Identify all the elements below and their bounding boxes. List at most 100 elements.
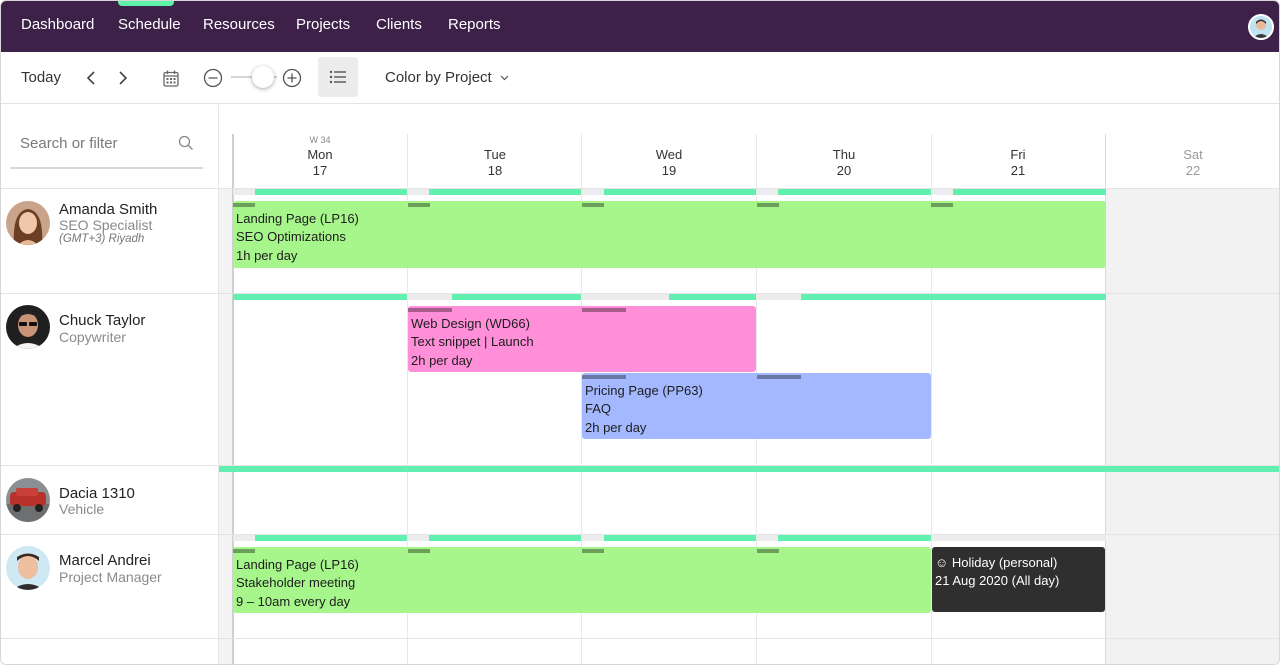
task-title: SEO Optimizations xyxy=(236,229,346,245)
row-divider xyxy=(219,534,1279,535)
active-tab-indicator xyxy=(118,1,174,6)
toolbar: Today Color by Project xyxy=(1,52,1279,104)
list-view-button[interactable] xyxy=(318,57,358,97)
nav-projects[interactable]: Projects xyxy=(296,16,351,33)
capacity-bar xyxy=(801,294,1106,300)
day-marker xyxy=(757,203,779,207)
capacity-bar xyxy=(778,535,931,541)
task-project: Landing Page (LP16) xyxy=(236,211,359,226)
person-role: Copywriter xyxy=(59,329,126,345)
capacity-bar xyxy=(233,294,407,300)
task-hours: 2h per day xyxy=(411,352,473,368)
day-marker xyxy=(408,203,430,207)
zoom-in-button[interactable] xyxy=(280,66,304,90)
task-hours: 1h per day xyxy=(236,247,298,263)
zoom-out-button[interactable] xyxy=(201,66,225,90)
person-name: Amanda Smith xyxy=(59,201,158,218)
people-list: Amanda Smith SEO Specialist (GMT+3) Riya… xyxy=(1,105,219,664)
person-role: Vehicle xyxy=(59,501,105,517)
task-title: FAQ xyxy=(585,401,612,417)
avatar xyxy=(6,546,50,590)
day-number: 20 xyxy=(836,163,852,178)
task-block[interactable]: Pricing Page (PP63) FAQ 2h per day xyxy=(582,373,931,439)
day-marker xyxy=(582,375,626,379)
day-number: 22 xyxy=(1185,163,1201,178)
grid-line xyxy=(581,134,582,664)
task-title: Stakeholder meeting xyxy=(236,575,356,591)
day-marker xyxy=(408,549,430,553)
chevron-left-icon xyxy=(86,71,95,85)
task-block[interactable]: Web Design (WD66) Text snippet | Launch … xyxy=(408,306,756,372)
row-divider xyxy=(219,293,1279,294)
chevron-right-icon xyxy=(119,71,128,85)
task-block[interactable]: Landing Page (LP16) Stakeholder meeting … xyxy=(233,547,931,613)
search-icon[interactable] xyxy=(178,135,194,156)
day-marker xyxy=(757,375,801,379)
day-marker xyxy=(582,308,626,312)
person-row[interactable]: Amanda Smith SEO Specialist (GMT+3) Riya… xyxy=(1,188,219,293)
day-marker xyxy=(408,308,452,312)
capacity-bar xyxy=(255,535,407,541)
today-button[interactable]: Today xyxy=(21,69,62,86)
capacity-bar xyxy=(452,294,581,300)
nav-dashboard[interactable]: Dashboard xyxy=(21,16,95,33)
capacity-bar xyxy=(604,535,756,541)
person-name: Marcel Andrei xyxy=(59,552,151,569)
day-marker xyxy=(582,203,604,207)
date-picker-button[interactable] xyxy=(159,66,183,90)
day-number: 21 xyxy=(1010,163,1026,178)
chevron-down-icon xyxy=(500,75,509,80)
search-input[interactable] xyxy=(20,135,170,152)
day-marker xyxy=(757,549,779,553)
capacity-bar xyxy=(255,189,407,195)
time-off-date: 21 Aug 2020 (All day) xyxy=(935,573,1060,589)
person-timezone: (GMT+3) Riyadh xyxy=(59,233,145,245)
day-marker xyxy=(931,203,953,207)
person-row[interactable]: Dacia 1310 Vehicle xyxy=(1,465,219,534)
person-name: Dacia 1310 xyxy=(59,485,135,502)
grid-line xyxy=(1105,134,1106,664)
task-hours: 9 – 10am every day xyxy=(236,593,351,609)
grid-line xyxy=(407,134,408,664)
day-marker xyxy=(233,203,255,207)
task-title: Text snippet | Launch xyxy=(411,334,534,350)
row-divider xyxy=(219,188,1279,189)
day-number: 17 xyxy=(312,163,328,178)
day-marker xyxy=(582,549,604,553)
day-number: 18 xyxy=(487,163,503,178)
time-off-block[interactable]: ☺ Holiday (personal) 21 Aug 2020 (All da… xyxy=(932,547,1105,612)
person-role: Project Manager xyxy=(59,569,162,585)
capacity-bar xyxy=(429,189,581,195)
empty-row xyxy=(1,638,219,664)
nav-clients[interactable]: Clients xyxy=(376,16,422,33)
nav-reports[interactable]: Reports xyxy=(448,16,501,33)
person-name: Chuck Taylor xyxy=(59,312,146,329)
color-by-dropdown[interactable]: Color by Project xyxy=(385,69,509,86)
task-project: Pricing Page (PP63) xyxy=(585,383,703,398)
plus-circle-icon xyxy=(282,68,302,88)
minus-circle-icon xyxy=(203,68,223,88)
schedule-grid: W 34 Mon 17 Tue 18 Wed 19 Thu 20 Fri 21 … xyxy=(219,105,1279,664)
capacity-bar xyxy=(429,535,581,541)
zoom-slider-handle[interactable] xyxy=(252,66,274,88)
user-avatar[interactable] xyxy=(1248,14,1274,40)
day-name: Wed xyxy=(655,147,683,162)
avatar xyxy=(6,478,50,522)
task-block[interactable]: Landing Page (LP16) SEO Optimizations 1h… xyxy=(233,201,1106,268)
grid-gutter xyxy=(219,189,233,664)
capacity-bar xyxy=(778,189,931,195)
nav-schedule[interactable]: Schedule xyxy=(118,16,181,33)
next-button[interactable] xyxy=(111,66,135,90)
search-box xyxy=(10,129,203,169)
person-row[interactable]: Chuck Taylor Copywriter xyxy=(1,293,219,465)
row-divider xyxy=(219,638,1279,639)
week-label: W 34 xyxy=(309,135,331,145)
person-row[interactable]: Marcel Andrei Project Manager xyxy=(1,534,219,638)
day-name: Tue xyxy=(484,147,506,162)
prev-button[interactable] xyxy=(79,66,103,90)
capacity-bar xyxy=(219,466,1279,472)
today-marker xyxy=(232,134,234,664)
capacity-bar xyxy=(604,189,756,195)
nav-resources[interactable]: Resources xyxy=(203,16,275,33)
